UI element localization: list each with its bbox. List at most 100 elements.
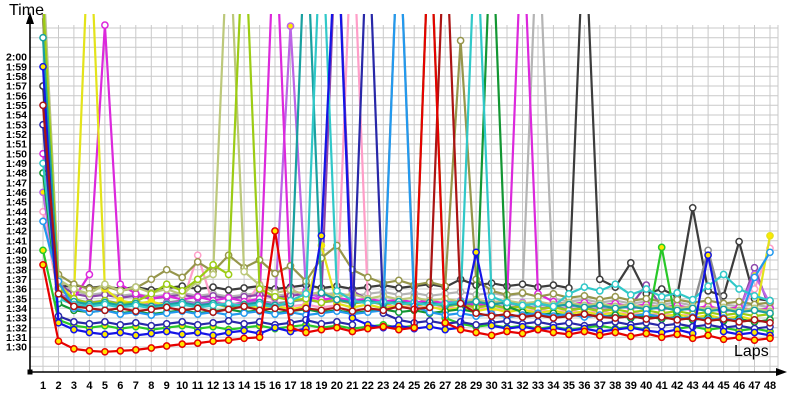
x-tick-label: 29 <box>470 380 482 392</box>
lap-marker <box>704 251 712 260</box>
y-tick-label: 1:31 <box>6 332 27 344</box>
x-tick-label: 21 <box>346 380 358 392</box>
y-tick-label: 1:49 <box>6 158 27 170</box>
lap-marker <box>54 318 63 327</box>
y-tick-label: 1:46 <box>6 187 27 199</box>
lap-marker <box>162 280 171 289</box>
lap-marker <box>704 317 712 325</box>
lap-marker <box>193 328 202 337</box>
lap-marker <box>70 345 78 353</box>
y-tick-label: 1:39 <box>6 255 27 267</box>
series-driver-06 <box>39 14 774 313</box>
x-tick-label: 24 <box>393 380 406 392</box>
y-tick-label: 1:53 <box>6 119 27 131</box>
lap-marker <box>595 331 604 340</box>
lap-marker <box>333 303 341 312</box>
x-tick-label: 22 <box>362 380 374 392</box>
lap-marker <box>487 331 496 340</box>
lap-marker <box>750 291 759 300</box>
lap-marker <box>657 285 666 293</box>
lap-marker <box>626 290 635 299</box>
lap-marker <box>673 295 682 304</box>
lap-marker <box>534 318 542 326</box>
lap-marker <box>549 289 558 298</box>
lap-marker <box>131 346 140 354</box>
lap-marker <box>178 273 187 282</box>
series-line <box>42 14 772 313</box>
series-line <box>41 14 771 322</box>
x-tick-label: 37 <box>594 380 606 392</box>
lap-marker <box>657 292 666 301</box>
lap-marker <box>85 347 94 355</box>
lap-marker <box>193 275 202 284</box>
lap-marker <box>178 340 187 348</box>
series-line <box>41 14 771 312</box>
lap-marker <box>131 283 140 291</box>
lap-marker <box>101 306 109 315</box>
lap-marker <box>240 309 248 318</box>
series-line <box>41 14 771 323</box>
lap-marker <box>719 327 728 336</box>
lap-marker <box>688 203 697 212</box>
lap-marker <box>549 302 558 311</box>
x-tick-label: 42 <box>671 380 683 392</box>
x-tick-label: 27 <box>439 380 451 392</box>
lap-marker <box>209 337 217 346</box>
lap-marker <box>271 304 279 313</box>
lap-marker <box>518 322 527 331</box>
lap-marker <box>595 301 604 310</box>
lap-marker <box>70 302 78 311</box>
lap-marker <box>642 285 651 293</box>
lap-marker <box>766 296 774 305</box>
x-tick-label: 32 <box>516 380 528 392</box>
x-tick-label: 40 <box>640 380 652 392</box>
lap-marker <box>456 36 465 45</box>
lap-marker <box>101 330 109 339</box>
lap-marker <box>719 270 728 279</box>
lap-marker <box>240 302 248 311</box>
lap-marker <box>379 322 388 331</box>
lap-marker <box>224 317 233 325</box>
lap-marker <box>255 333 264 342</box>
lap-marker <box>626 259 635 267</box>
x-tick-label: 30 <box>485 380 497 392</box>
series-driver-05 <box>39 14 774 325</box>
y-tick-label: 1:42 <box>6 226 27 238</box>
lap-marker <box>240 267 248 276</box>
lap-marker <box>456 299 465 308</box>
lap-marker <box>766 334 774 343</box>
lap-marker <box>565 318 573 327</box>
lap-marker <box>472 248 480 257</box>
lap-marker <box>209 260 217 269</box>
lap-marker <box>657 333 666 342</box>
series-line <box>41 14 771 337</box>
x-tick-label: 14 <box>238 380 251 392</box>
lap-marker <box>565 312 573 320</box>
lap-marker <box>518 301 527 310</box>
lap-marker <box>518 313 527 321</box>
x-tick-label: 44 <box>702 380 715 392</box>
x-tick-label: 23 <box>377 380 389 392</box>
lap-marker <box>580 310 589 318</box>
lap-marker <box>348 327 357 336</box>
lap-marker <box>348 314 357 322</box>
lap-marker <box>162 327 171 336</box>
lap-marker <box>271 269 279 278</box>
series-line <box>41 14 771 324</box>
x-tick-label: 48 <box>764 380 776 392</box>
lap-marker <box>116 304 125 313</box>
lap-marker <box>193 339 202 347</box>
lap-marker <box>441 325 450 334</box>
lap-marker <box>193 304 202 313</box>
lap-marker <box>673 316 682 324</box>
lap-marker <box>626 332 635 341</box>
lap-marker <box>162 319 171 328</box>
x-tick-label: 17 <box>284 380 296 392</box>
lap-marker <box>534 311 542 319</box>
lap-marker <box>131 331 140 340</box>
lap-marker <box>240 326 248 335</box>
lap-marker <box>240 334 248 343</box>
x-tick-label: 35 <box>563 380 575 392</box>
